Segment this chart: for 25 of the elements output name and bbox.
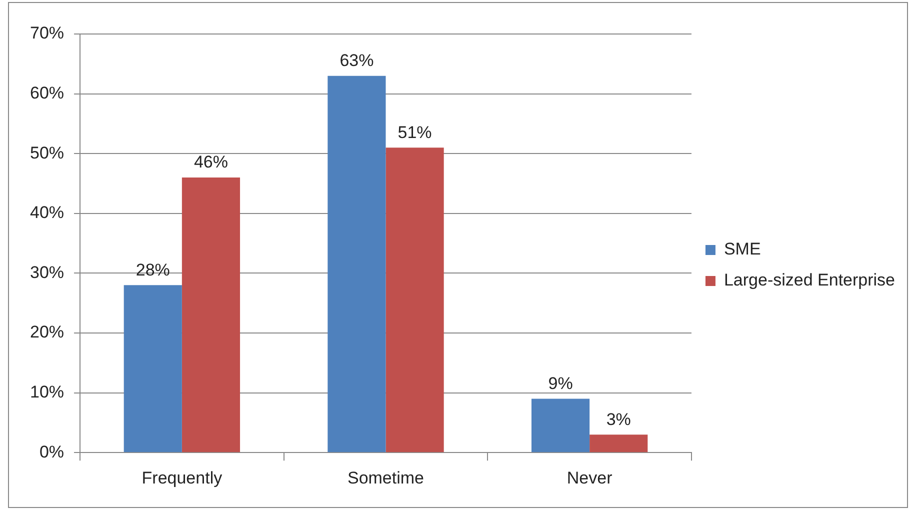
y-tick-label: 20% [30, 322, 64, 342]
data-label: 46% [194, 152, 228, 172]
y-tick-label: 0% [39, 442, 64, 462]
x-tick-label: Frequently [142, 468, 223, 488]
data-label: 63% [340, 51, 374, 70]
y-tick-label: 60% [30, 83, 64, 102]
y-tick-label: 40% [30, 203, 64, 222]
y-tick-label: 70% [30, 24, 64, 43]
bar [590, 434, 648, 452]
bar [386, 148, 444, 452]
y-tick-label: 10% [30, 382, 64, 402]
legend-label: Large-sized Enterprise [724, 270, 895, 290]
bar [328, 76, 386, 452]
y-tick-label: 50% [30, 143, 64, 162]
y-tick-label: 30% [30, 262, 64, 282]
x-tick-label: Sometime [347, 468, 424, 488]
x-tick-label: Never [566, 468, 613, 488]
bar [531, 398, 590, 452]
data-label: 9% [548, 374, 573, 393]
data-label: 51% [398, 122, 432, 142]
data-label: 28% [136, 260, 170, 280]
bar [182, 178, 240, 452]
bar [124, 285, 182, 452]
legend-label: SME [724, 240, 761, 259]
data-label: 3% [606, 410, 631, 429]
